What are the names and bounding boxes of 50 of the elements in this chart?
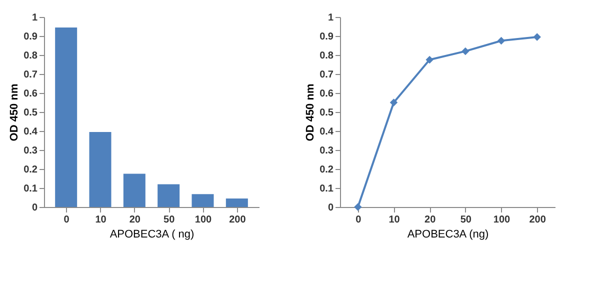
bar [158,184,180,207]
y-tick-label: 0.9 [320,32,334,42]
y-tick-label: 0.1 [24,184,38,194]
point [533,33,541,41]
x-tick-label: 50 [460,214,472,226]
y-tick-label: 0.2 [24,164,38,176]
y-tick-label: 0.6 [320,88,334,100]
x-tick-label: 20 [424,214,436,226]
y-tick-label: 1 [32,12,38,24]
y-tick-label: 0.1 [320,184,334,194]
x-tick-label: 10 [388,214,400,226]
point [426,56,434,64]
y-axis-title: OD 450 nm [304,84,317,142]
bar [89,132,112,207]
y-tick-label: 0.7 [320,70,334,80]
bar [192,194,214,207]
point [354,203,362,211]
y-tick-label: 0.4 [320,126,334,138]
y-tick-label: 0 [32,202,38,214]
x-tick-label: 50 [164,214,176,226]
bar [55,27,78,207]
y-tick-label: 0.2 [320,164,334,176]
x-tick-label: 10 [95,214,107,226]
y-tick-label: 1 [328,12,334,24]
y-tick-label: 0.9 [24,32,38,42]
point [462,47,470,56]
y-tick-label: 0.5 [320,108,334,118]
y-tick-label: 0.6 [24,88,38,100]
bar [226,198,248,207]
x-tick-label: 100 [493,214,511,226]
point [390,98,398,106]
bar [123,174,146,207]
x-tick-label: 0 [356,214,362,226]
y-tick-label: 0.3 [24,146,38,156]
y-tick-label: 0.8 [24,50,38,62]
y-tick-label: 0.8 [320,50,334,62]
y-tick-label: 0.3 [320,146,334,156]
x-axis-title: APOBEC3A (ng) [407,228,489,240]
y-axis-title: OD 450 nm [8,84,21,142]
x-axis-title: APOBEC3A ( ng) [110,228,194,240]
x-tick-label: 200 [229,214,246,226]
x-tick-label: 100 [194,214,212,226]
y-tick-label: 0.7 [24,70,38,80]
x-tick-label: 200 [529,214,546,226]
y-tick-label: 0.4 [24,126,38,138]
point [497,36,506,45]
x-tick-label: 0 [64,214,70,226]
y-tick-label: 0 [328,202,334,214]
x-tick-label: 20 [129,214,141,226]
y-tick-label: 0.5 [24,108,38,118]
